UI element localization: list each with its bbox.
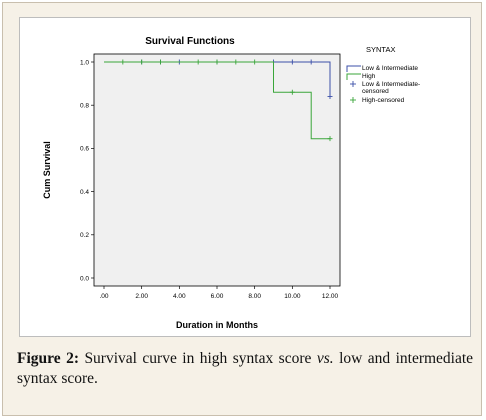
legend-entry: Low & Intermediate-censored (350, 81, 420, 95)
censored-marker (214, 59, 220, 65)
legend-swatch (346, 73, 361, 80)
caption-italic: vs. (316, 350, 334, 367)
legend-entry: Low & Intermediate (346, 65, 418, 72)
censored-marker (327, 136, 333, 142)
censored-marker (289, 59, 295, 65)
y-tick-label: 1.0 (80, 59, 89, 66)
legend-title: SYNTAX (366, 45, 395, 54)
legend-label: Low & Intermediate- (362, 81, 420, 88)
legend-swatch (350, 81, 356, 87)
x-axis: .00 2.00 4.00 6.00 8.00 10.00 12.00 (99, 286, 339, 300)
x-tick-label: 10.00 (284, 293, 301, 300)
legend-swatch (350, 97, 356, 103)
legend-swatch (346, 65, 361, 72)
legend-label: High (362, 73, 376, 80)
x-tick-label: 12.00 (322, 293, 339, 300)
censored-marker (252, 59, 258, 65)
y-tick-label: 0.6 (80, 146, 89, 153)
censored-marker (120, 59, 126, 65)
y-tick-label: 0.8 (80, 103, 89, 110)
y-tick-label: 0.0 (80, 275, 89, 282)
y-tick-label: 0.2 (80, 232, 89, 239)
caption-label: Figure 2: (17, 350, 79, 367)
censored-marker (139, 59, 145, 65)
x-tick-label: 2.00 (135, 293, 148, 300)
chart-title: Survival Functions (145, 36, 235, 47)
y-axis-title: Cum Survival (42, 141, 52, 199)
censored-marker (289, 89, 295, 95)
censored-marker (308, 59, 314, 65)
legend-label: Low & Intermediate (362, 65, 418, 72)
plot-area (93, 53, 341, 287)
caption-text-before: Survival curve in high syntax score (84, 350, 312, 367)
censored-marker (327, 94, 333, 100)
chart-panel: Survival Functions .00 2.00 4.00 6.00 8.00 10… (19, 17, 471, 337)
censored-marker (195, 59, 201, 65)
caption-text-after: low and intermediate syntax score. (17, 350, 474, 387)
legend-entry: High (346, 73, 376, 80)
legend-label: censored (362, 88, 389, 95)
censored-marker (233, 59, 239, 65)
x-axis-title: Duration in Months (176, 320, 258, 330)
figure-frame: Survival Functions .00 2.00 4.00 6.00 8.00 10… (2, 2, 482, 416)
figure-caption: Figure 2: Survival curve in high syntax … (17, 349, 473, 389)
legend-label: High-censored (362, 97, 405, 104)
x-tick-label: 4.00 (173, 293, 186, 300)
y-axis: 0.0 0.2 0.4 0.6 0.8 1.0 (80, 59, 94, 282)
y-tick-label: 0.4 (80, 189, 89, 196)
x-tick-label: .00 (99, 293, 108, 300)
series-layer (104, 59, 333, 142)
survival-chart: Survival Functions .00 2.00 4.00 6.00 8.00 10… (42, 36, 420, 330)
censored-marker (158, 59, 163, 65)
legend-entry: High-censored (350, 97, 405, 104)
x-tick-label: 8.00 (248, 293, 261, 300)
x-tick-label: 6.00 (211, 293, 224, 300)
